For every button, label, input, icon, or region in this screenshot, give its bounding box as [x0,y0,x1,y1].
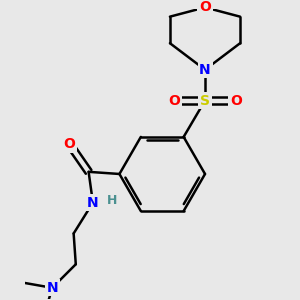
Text: S: S [200,94,210,107]
Text: N: N [199,63,211,77]
Text: N: N [46,281,58,295]
Text: N: N [87,196,99,210]
Text: O: O [199,0,211,14]
Text: O: O [168,94,180,107]
Text: H: H [107,194,117,207]
Text: O: O [230,94,242,107]
Text: O: O [63,137,75,151]
